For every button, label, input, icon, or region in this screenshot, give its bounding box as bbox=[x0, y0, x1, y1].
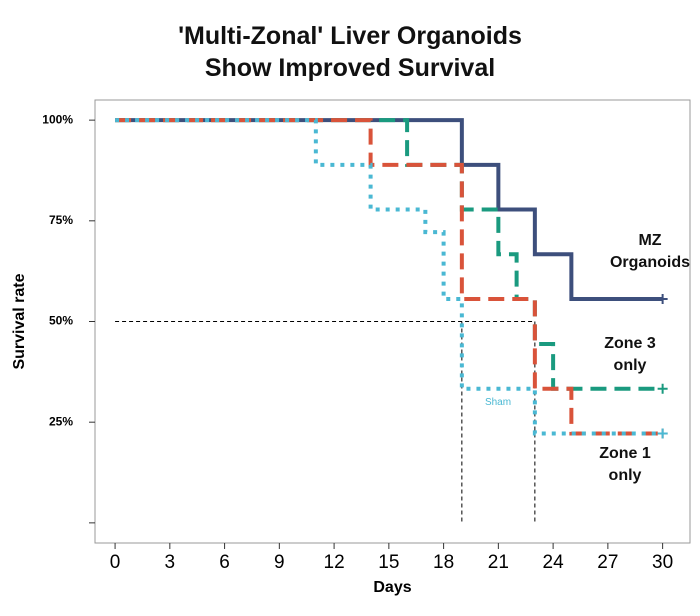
x-tick-label: 12 bbox=[324, 552, 345, 573]
x-tick-label: 30 bbox=[652, 552, 673, 573]
censor-mark bbox=[657, 293, 668, 304]
x-tick-label: 15 bbox=[378, 552, 399, 573]
series-label: MZ Organoids bbox=[609, 232, 690, 271]
x-tick-label: 3 bbox=[165, 552, 176, 573]
series-label: Sham bbox=[484, 397, 512, 408]
series-label: Zone 3 only bbox=[604, 335, 656, 374]
survival-curve bbox=[115, 118, 663, 436]
x-tick-label: 9 bbox=[274, 552, 285, 573]
censor-mark bbox=[657, 383, 668, 394]
y-tick-label: 50% bbox=[49, 314, 73, 328]
y-axis-label: Survival rate bbox=[11, 273, 28, 369]
survival-curve bbox=[115, 118, 663, 436]
y-tick-label: 75% bbox=[49, 213, 73, 227]
survival-curve bbox=[115, 118, 663, 391]
censor-mark bbox=[657, 428, 668, 439]
x-axis-label: Days bbox=[373, 579, 411, 596]
chart-title: 'Multi-Zonal' Liver Organoids Show Impro… bbox=[178, 22, 522, 82]
survival-curve bbox=[115, 118, 663, 301]
x-tick-label: 27 bbox=[597, 552, 618, 573]
series-label: Zone 1 only bbox=[599, 445, 651, 484]
x-tick-label: 6 bbox=[219, 552, 230, 573]
y-tick-label: 25% bbox=[49, 414, 73, 428]
x-tick-label: 24 bbox=[543, 552, 565, 573]
y-tick-label: 100% bbox=[42, 112, 73, 126]
x-tick-label: 21 bbox=[488, 552, 509, 573]
x-tick-label: 0 bbox=[110, 552, 121, 573]
x-tick-label: 18 bbox=[433, 552, 454, 573]
